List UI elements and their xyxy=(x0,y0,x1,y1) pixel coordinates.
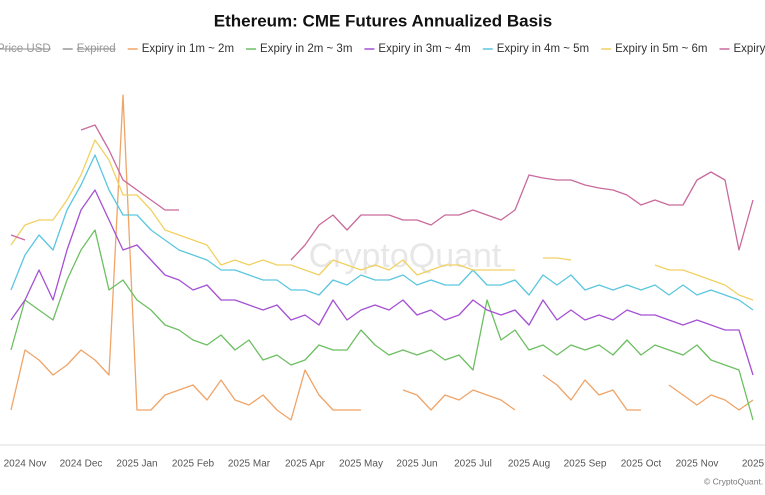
x-tick-label: 2025 Jan xyxy=(116,459,157,470)
x-tick-label: 2024 Dec xyxy=(60,459,103,470)
x-tick-label: 2024 Nov xyxy=(4,459,47,470)
x-tick-label: 2025 xyxy=(742,459,765,470)
x-tick-label: 2025 May xyxy=(339,459,383,470)
legend-item[interactable]: Expiry in 1m ~ 2m xyxy=(142,43,234,55)
x-tick-label: 2025 Oct xyxy=(621,459,662,470)
credit: © CryptoQuant. All righ xyxy=(704,476,765,486)
legend-item[interactable]: Expiry in 2m ~ 3m xyxy=(260,43,352,55)
series-line xyxy=(10,94,754,421)
series-line xyxy=(10,189,754,376)
legend: Price USD Expired Expiry in 1m ~ 2m Expiry … xyxy=(0,43,765,55)
legend-item[interactable]: Expired xyxy=(77,43,116,55)
series-line xyxy=(10,139,754,301)
x-tick-label: 2025 Jul xyxy=(454,459,492,470)
x-tick-label: 2025 Sep xyxy=(564,459,607,470)
legend-item[interactable]: Expiry over xyxy=(733,43,765,55)
series-line xyxy=(10,124,754,261)
legend-item[interactable]: Expiry in 4m ~ 5m xyxy=(497,43,589,55)
legend-item[interactable]: Expiry in 3m ~ 4m xyxy=(378,43,470,55)
x-tick-label: 2025 Aug xyxy=(508,459,550,470)
chart-title: Ethereum: CME Futures Annualized Basis xyxy=(214,11,552,30)
legend-item[interactable]: Price USD xyxy=(0,43,51,55)
plot-area xyxy=(10,94,754,421)
x-tick-label: 2025 Apr xyxy=(285,459,326,470)
series-line xyxy=(10,154,754,311)
legend-item[interactable]: Expiry in 5m ~ 6m xyxy=(615,43,707,55)
x-tick-label: 2025 Jun xyxy=(396,459,437,470)
watermark: CryptoQuant xyxy=(309,237,502,275)
x-tick-label: 2025 Nov xyxy=(676,459,719,470)
x-tick-label: 2025 Feb xyxy=(172,459,215,470)
series-line xyxy=(10,229,754,421)
x-tick-label: 2025 Mar xyxy=(228,459,271,470)
